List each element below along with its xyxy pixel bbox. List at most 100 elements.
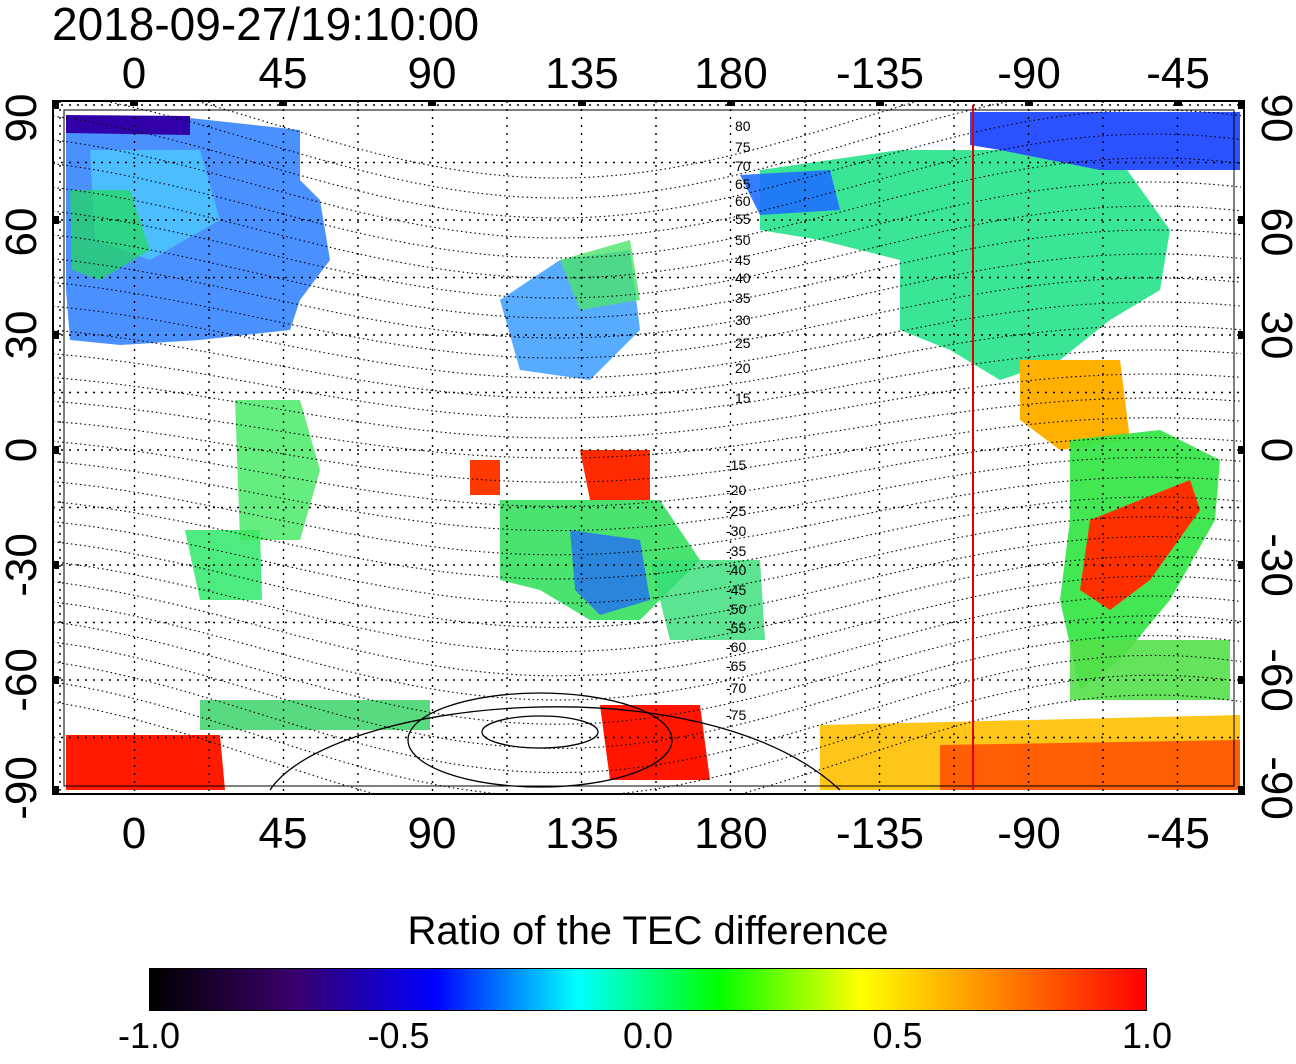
maglat-contour [53,615,1242,725]
colorbar-tick-label: 1.0 [1121,1015,1173,1056]
lon-tick-mark [1174,101,1182,106]
lon-tick-label-bottom: -90 [997,809,1061,858]
maglat-label-north: 20 [735,360,751,376]
lon-tick-label-bottom: 0 [122,809,146,858]
lon-tick-mark [428,101,436,106]
lon-tick-label-top: 90 [408,49,457,98]
lon-tick-label-bottom: 180 [694,809,767,858]
lon-tick-label-bottom: -45 [1146,809,1210,858]
tec-region-antarctica-pacific [600,705,710,780]
maglat-contour [53,253,1242,339]
maglat-contour [53,516,1242,604]
tec-region-north-america [760,150,1170,380]
lat-tick-mark-left [53,561,59,569]
lat-tick-label-left: 0 [0,438,46,462]
maglat-label-south: -25 [726,503,746,519]
tec-region-eurasia-green [70,190,150,280]
latitude-axis-left: 90 60 30 0 -30 -60 -90 [0,94,59,820]
maglat-label-north: 15 [735,390,751,406]
maglat-contour [53,437,1242,507]
lat-tick-label-left: -90 [0,756,46,820]
tec-region-southern-ocean [200,700,430,730]
maglat-label-north: 25 [735,335,751,351]
lon-tick-label-bottom: -135 [836,809,924,858]
maglat-contour [53,349,1242,419]
maglat-contour [194,101,921,179]
latitude-axis-right: 90 60 30 0 -30 -60 -90 [1238,94,1296,820]
maglat-label-south: -75 [726,707,746,723]
maglat-label-north: 50 [735,232,751,248]
magnetic-latitude-contours [53,101,1242,794]
lon-tick-label-top: 135 [545,49,618,98]
tec-region-arctic-north-america [970,112,1240,170]
tec-region-antarctica-east-red [940,740,1240,790]
maglat-label-north: 60 [735,193,751,209]
tec-region-arctic-west [66,115,190,135]
lat-tick-mark-left [53,786,59,794]
maglat-contour [53,595,1242,701]
lat-tick-label-right: 90 [1252,94,1296,143]
maglat-label-south: -40 [726,562,746,578]
maglat-label-south: -65 [726,658,746,674]
maglat-label-south: -50 [726,601,746,617]
maglat-contour [53,181,1242,279]
maglat-label-north: 55 [735,211,751,227]
tec-data-layer [66,112,1240,790]
lon-tick-mark [130,101,138,106]
maglat-contour [53,456,1242,532]
lat-tick-mark-left [53,216,59,224]
lon-tick-mark [1025,101,1033,106]
maglat-contour [53,133,1242,239]
maglat-label-north: 35 [735,290,751,306]
lat-tick-mark-right [1238,216,1244,224]
lat-tick-mark-right [1238,786,1244,794]
lon-tick-label-bottom: 90 [408,809,457,858]
tec-map: 0 45 90 135 180 -135 -90 -45 0 45 90 135 180 -135 -90… [0,49,1296,858]
maglat-contour [53,157,1242,259]
lat-tick-label-right: 30 [1252,311,1296,360]
tec-region-australia-blue [570,530,650,615]
lon-tick-label-top: 0 [122,49,146,98]
maglat-contour [101,101,1014,199]
lat-tick-mark-right [1238,676,1244,684]
colorbar-tick-label: 0.5 [872,1015,923,1056]
tec-region-south-america-red [1080,480,1200,610]
tec-region-east-africa [235,400,320,540]
maglat-label-north: 80 [735,118,751,134]
maglat-contour [53,654,1242,774]
maglat-label-south: -35 [726,543,746,559]
colorbar-title: Ratio of the TEC difference [407,909,889,953]
lon-tick-mark [876,101,884,106]
lat-tick-mark-right [1238,561,1244,569]
maglat-contour [53,109,1242,219]
lon-tick-label-top: 180 [694,49,767,98]
maglat-label-north: 75 [735,139,751,155]
maglat-label-south: -30 [726,523,746,539]
colorbar-tick-label: -0.5 [367,1015,430,1056]
maglat-label-south: -45 [726,582,746,598]
lon-tick-mark [279,101,287,106]
maglat-contour [53,635,1242,749]
lat-tick-label-left: 90 [0,94,46,143]
lat-tick-label-left: 30 [0,311,46,360]
lon-tick-label-bottom: 135 [545,809,618,858]
lat-tick-label-right: -90 [1252,756,1296,820]
tec-region-japan [560,240,640,310]
maglat-label-south: -60 [726,639,746,655]
lat-tick-mark-left [53,101,59,109]
tec-region-alaska [740,170,840,215]
maglat-label-north: 30 [735,312,751,328]
colorbar-tick-label: 0.0 [622,1015,674,1056]
lat-tick-mark-left [53,331,59,339]
maglat-contour [53,325,1242,399]
lat-tick-label-right: -30 [1252,533,1296,597]
south-pole-contours [269,692,841,791]
maglat-label-north: 65 [735,176,751,192]
lon-tick-label-top: -45 [1146,49,1210,98]
maglat-label-south: -20 [726,482,746,498]
lat-tick-label-right: -60 [1252,648,1296,712]
lat-tick-label-left: -30 [0,533,46,597]
lon-tick-mark [727,101,735,106]
tec-region-antarctica-west [66,735,225,790]
